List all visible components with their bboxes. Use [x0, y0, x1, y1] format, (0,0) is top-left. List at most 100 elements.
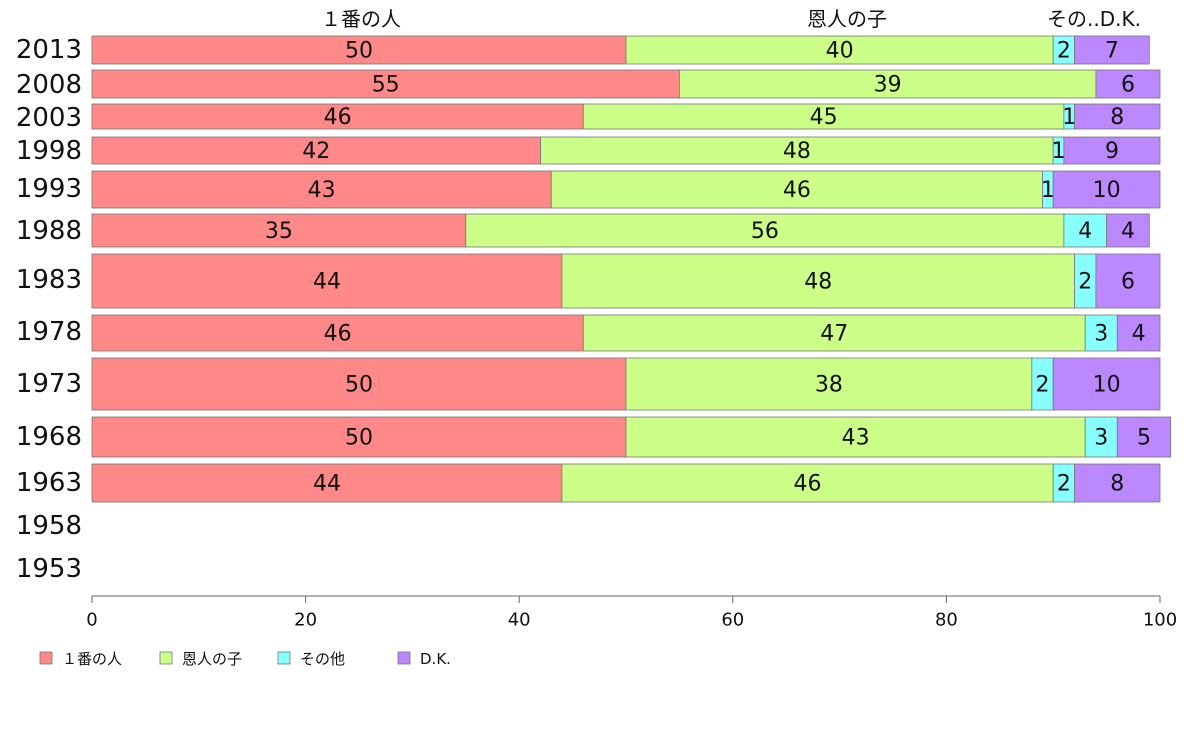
bar-row-1968: 50 43 3 5 — [91, 416, 1172, 458]
data-label-2003-0: 46 — [324, 105, 352, 130]
data-label-1993-1: 46 — [783, 178, 811, 203]
year-label-1993: 1993 — [16, 174, 82, 204]
legend: １番の人 恩人の子 その他 D.K. — [39, 650, 451, 668]
data-label-1993-3: 10 — [1093, 178, 1121, 203]
year-label-2003: 2003 — [16, 103, 82, 133]
bar-segment-1968-1 — [625, 416, 1086, 458]
data-label-2008-0: 55 — [372, 73, 400, 98]
data-label-1978-0: 46 — [324, 322, 352, 347]
bar-segment-1968-0 — [91, 416, 627, 458]
bar-segment-1963-3 — [1074, 463, 1161, 503]
bar-row-2008: 55 39 6 — [91, 69, 1161, 99]
data-label-1993-0: 43 — [308, 178, 336, 203]
data-label-1968-2: 3 — [1094, 426, 1108, 451]
data-label-2013-3: 7 — [1105, 39, 1119, 64]
legend-label-0: １番の人 — [62, 650, 122, 668]
year-label-1983: 1983 — [16, 265, 82, 295]
legend-label-2: その他 — [300, 650, 345, 668]
bar-segment-1993-0 — [91, 170, 552, 209]
data-label-2003-1: 45 — [810, 105, 838, 130]
legend-swatch-0 — [39, 651, 53, 665]
x-tick-label-40: 40 — [508, 610, 531, 631]
data-label-1988-1: 56 — [751, 219, 779, 244]
data-label-2013-1: 40 — [826, 39, 854, 64]
data-label-1983-3: 6 — [1121, 270, 1135, 295]
data-label-2008-1: 39 — [874, 73, 902, 98]
data-label-1973-0: 50 — [345, 373, 373, 398]
x-tick-label-60: 60 — [721, 610, 744, 631]
bar-row-1973: 50 38 2 10 — [91, 357, 1161, 411]
data-label-1998-0: 42 — [302, 139, 330, 164]
bar-row-1978: 46 47 3 4 — [91, 314, 1161, 352]
top-label-0: １番の人 — [321, 7, 401, 31]
year-label-1953: 1953 — [16, 554, 82, 584]
bar-segment-1978-1 — [582, 314, 1086, 352]
year-label-1968: 1968 — [16, 422, 82, 452]
bar-segment-1988-3 — [1106, 213, 1150, 248]
data-label-1988-3: 4 — [1121, 219, 1135, 244]
year-label-1958: 1958 — [16, 511, 82, 541]
data-label-2003-3: 8 — [1110, 105, 1124, 130]
data-label-1963-0: 44 — [313, 472, 341, 497]
bar-segment-1968-3 — [1116, 416, 1172, 458]
data-label-1973-2: 2 — [1036, 373, 1050, 398]
year-label-1978: 1978 — [16, 317, 82, 347]
bar-row-1963: 44 46 2 8 — [91, 463, 1161, 503]
bar-segment-1993-1 — [550, 170, 1043, 209]
bar-row-1988: 35 56 4 4 — [91, 213, 1150, 248]
data-label-2013-2: 2 — [1057, 39, 1071, 64]
bar-segment-1998-1 — [540, 136, 1054, 165]
data-label-1983-0: 44 — [313, 270, 341, 295]
bar-segment-1988-1 — [465, 213, 1065, 248]
bar-segment-1973-0 — [91, 357, 627, 411]
year-label-1998: 1998 — [16, 136, 82, 166]
data-label-1978-3: 4 — [1132, 322, 1146, 347]
bar-row-2003: 46 45 1 8 — [91, 103, 1161, 130]
bar-segment-1963-1 — [561, 463, 1054, 503]
data-label-1988-2: 4 — [1078, 219, 1092, 244]
data-label-1973-3: 10 — [1093, 373, 1121, 398]
bar-segment-1973-3 — [1052, 357, 1161, 411]
bar-segment-1988-2 — [1063, 213, 1108, 248]
bar-segment-2008-0 — [91, 69, 680, 99]
data-label-1983-1: 48 — [804, 270, 832, 295]
data-label-2003-2: 1 — [1062, 105, 1076, 130]
top-label-2: その..D.K. — [1047, 7, 1141, 31]
year-label-1973: 1973 — [16, 369, 82, 399]
data-label-1998-3: 9 — [1105, 139, 1119, 164]
x-axis: 0 20 40 60 80 100 — [86, 595, 1177, 631]
bar-segment-2013-3 — [1074, 35, 1150, 65]
data-label-1998-1: 48 — [783, 139, 811, 164]
bar-row-2013: 50 40 2 7 — [91, 35, 1150, 65]
legend-label-3: D.K. — [420, 650, 451, 668]
data-label-1983-2: 2 — [1078, 270, 1092, 295]
bar-segment-2008-1 — [679, 69, 1097, 99]
bar-segment-1968-2 — [1084, 416, 1118, 458]
data-label-1968-1: 43 — [842, 426, 870, 451]
x-tick-label-0: 0 — [86, 610, 97, 631]
data-label-1993-2: 1 — [1041, 178, 1055, 203]
x-tick-label-20: 20 — [294, 610, 317, 631]
bar-segment-1983-1 — [561, 253, 1075, 309]
year-label-2013: 2013 — [16, 35, 82, 65]
bar-segment-2008-3 — [1095, 69, 1161, 99]
data-label-1963-3: 8 — [1110, 472, 1124, 497]
bar-row-1998: 42 48 1 9 — [91, 136, 1161, 165]
bar-segment-1983-0 — [91, 253, 563, 309]
data-label-2013-0: 50 — [345, 39, 373, 64]
data-label-1968-3: 5 — [1137, 426, 1151, 451]
top-label-1: 恩人の子 — [807, 7, 887, 31]
bar-segment-1978-3 — [1116, 314, 1161, 352]
year-label-2008: 2008 — [16, 70, 82, 100]
data-label-1968-0: 50 — [345, 426, 373, 451]
data-label-1978-1: 47 — [820, 322, 848, 347]
bar-row-1983: 44 48 2 6 — [91, 253, 1161, 309]
legend-swatch-2 — [277, 651, 291, 665]
bar-segment-1978-2 — [1084, 314, 1118, 352]
bar-segment-2003-3 — [1074, 103, 1161, 130]
top-series-labels: １番の人 恩人の子 その..D.K. — [321, 7, 1141, 31]
bar-segment-1983-3 — [1095, 253, 1161, 309]
x-tick-label-80: 80 — [935, 610, 958, 631]
